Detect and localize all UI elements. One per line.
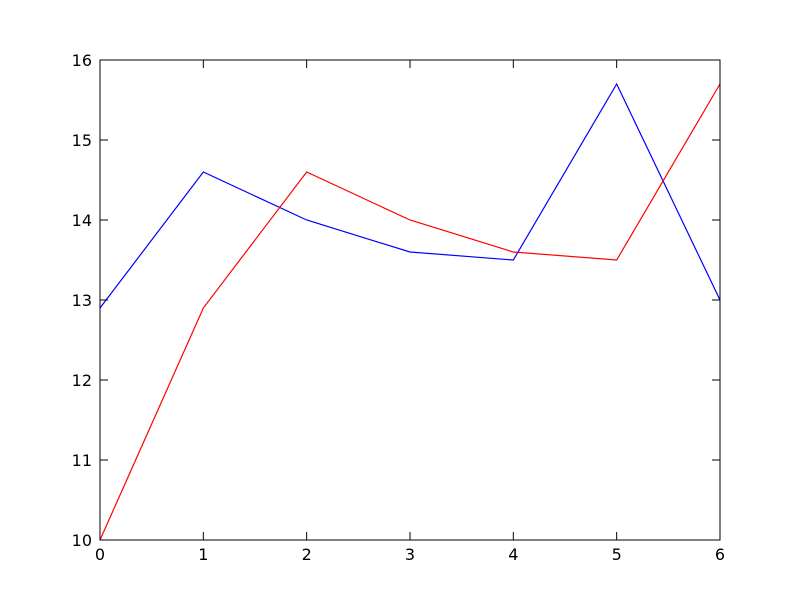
x-tick-label: 1 xyxy=(198,545,208,564)
x-tick-label: 6 xyxy=(715,545,725,564)
x-tick-label: 4 xyxy=(508,545,518,564)
y-tick-label: 16 xyxy=(72,51,92,70)
x-tick-label: 2 xyxy=(302,545,312,564)
y-tick-label: 13 xyxy=(72,291,92,310)
y-tick-label: 11 xyxy=(72,451,92,470)
x-tick-label: 5 xyxy=(612,545,622,564)
plot-area xyxy=(100,60,720,540)
x-tick-label: 3 xyxy=(405,545,415,564)
series-line-2 xyxy=(99,83,721,541)
y-tick-label: 15 xyxy=(72,131,92,150)
x-tick-label: 0 xyxy=(95,545,105,564)
y-tick-label: 14 xyxy=(72,211,92,230)
axes-frame xyxy=(99,59,721,541)
y-tick-label: 10 xyxy=(72,531,92,550)
series-layer xyxy=(99,82,721,541)
series-line-1 xyxy=(99,82,721,309)
y-tick-label: 12 xyxy=(72,371,92,390)
